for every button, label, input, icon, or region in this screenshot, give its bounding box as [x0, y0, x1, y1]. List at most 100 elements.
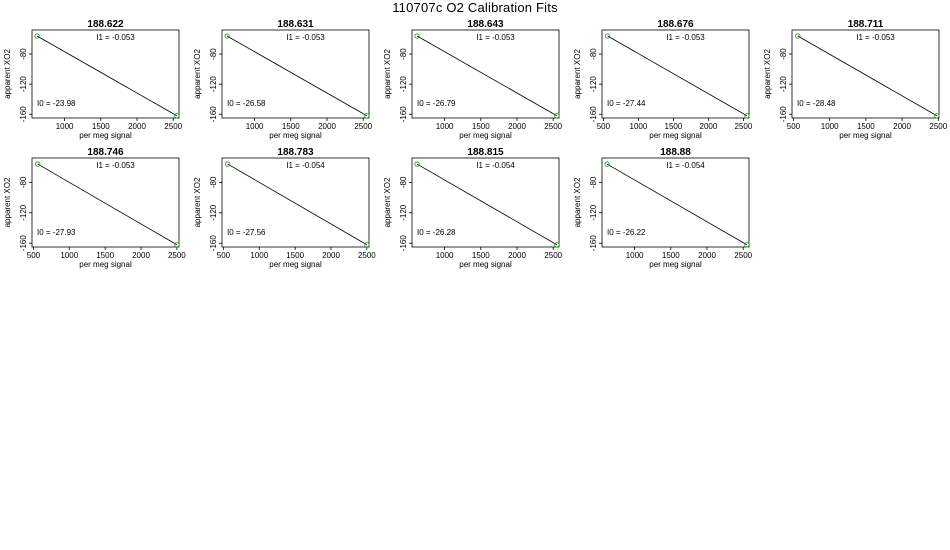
data-point [554, 113, 560, 119]
y-axis-label: apparent XO2 [573, 177, 582, 227]
data-point [604, 33, 611, 39]
fit-line [797, 35, 938, 117]
y-tick-label: -80 [19, 48, 28, 60]
intercept-annotation: I0 = -27.44 [607, 99, 646, 108]
y-tick-label: -120 [209, 204, 218, 221]
x-tick-label: 2500 [358, 251, 376, 260]
plot-panel-3: 188.643 1000 1500 2000 2500 -80 -120 -160 per me… [383, 19, 563, 140]
x-tick-label: 500 [217, 251, 231, 260]
slope-annotation: I1 = -0.053 [96, 33, 135, 42]
plot-panel-7: 188.783 500 1000 1500 2000 2500 -80 -120 -160 per… [193, 147, 376, 269]
x-tick-label: 2000 [318, 122, 336, 131]
x-axis-label: per meg signal [269, 260, 322, 269]
plot-title: 188.631 [277, 19, 314, 30]
data-point [35, 161, 41, 167]
plot-title: 188.676 [657, 19, 694, 30]
data-point [795, 33, 801, 39]
y-tick-label: -80 [399, 48, 408, 60]
y-tick-label: -120 [589, 76, 598, 93]
x-tick-label: 2000 [700, 122, 718, 131]
y-tick-label: -80 [209, 176, 218, 188]
x-axis-label: per meg signal [269, 131, 322, 140]
x-tick-label: 1000 [60, 251, 78, 260]
plot-title: 188.88 [660, 147, 691, 158]
fit-line [226, 35, 368, 117]
x-tick-label: 2500 [735, 122, 753, 131]
x-tick-label: 2000 [128, 122, 146, 131]
y-axis-label: apparent XO2 [763, 49, 772, 99]
slope-annotation: I1 = -0.054 [666, 161, 705, 170]
x-tick-label: 1000 [246, 122, 264, 131]
fit-line [416, 35, 558, 117]
y-axis-label: apparent XO2 [3, 49, 12, 99]
plot-frame [601, 29, 750, 119]
slope-annotation: I1 = -0.053 [856, 33, 895, 42]
plot-panel-9: 188.88 1000 1500 2000 2500 -80 -120 -160 per meg… [573, 147, 753, 269]
y-axis-label: apparent XO2 [193, 49, 202, 99]
x-tick-label: 2000 [508, 251, 526, 260]
y-axis-label: apparent XO2 [383, 49, 392, 99]
x-tick-label: 1000 [436, 122, 454, 131]
y-tick-label: -160 [19, 235, 28, 252]
plot-panel-2: 188.631 1000 1500 2000 2500 -80 -120 -160 per me… [193, 19, 373, 140]
x-axis-label: per meg signal [79, 131, 132, 140]
y-tick-label: -120 [589, 204, 598, 221]
x-tick-label: 2500 [544, 122, 562, 131]
y-tick-label: -80 [209, 48, 218, 60]
intercept-annotation: I0 = -27.56 [227, 228, 266, 237]
plot-panel-1: 188.622 1000 1500 2000 2500 -80 -120 -160 per me… [3, 19, 183, 140]
y-tick-label: -80 [399, 176, 408, 188]
plot-panel-5: 188.711 500 1000 1500 2000 2500 -80 -120 -160 per… [763, 19, 948, 140]
plot-frame [31, 29, 180, 119]
plot-frame [411, 157, 560, 248]
x-tick-label: 2000 [322, 251, 340, 260]
x-tick-label: 2000 [132, 251, 150, 260]
plot-panel-4: 188.676 500 1000 1500 2000 2500 -80 -120 -160 per… [573, 19, 753, 140]
x-tick-label: 500 [787, 122, 801, 131]
plot-title: 188.622 [87, 19, 124, 30]
data-point [174, 113, 180, 119]
y-tick-label: -120 [19, 76, 28, 93]
x-tick-label: 1500 [662, 251, 680, 260]
fit-line [227, 163, 368, 246]
fit-line [37, 163, 178, 246]
slope-annotation: I1 = -0.053 [96, 161, 135, 170]
x-tick-label: 2500 [734, 251, 752, 260]
x-tick-label: 2500 [168, 251, 186, 260]
intercept-annotation: I0 = -26.28 [417, 228, 456, 237]
fit-line [416, 163, 558, 246]
slope-annotation: I1 = -0.054 [476, 161, 515, 170]
data-point [414, 33, 420, 39]
plot-title: 188.711 [848, 19, 884, 30]
y-tick-label: -120 [19, 204, 28, 221]
x-tick-label: 2000 [508, 122, 526, 131]
data-point [364, 242, 370, 248]
x-tick-label: 1000 [436, 251, 454, 260]
x-tick-label: 1500 [472, 122, 490, 131]
fit-line [606, 163, 748, 246]
data-point [744, 242, 750, 248]
x-tick-label: 1000 [56, 122, 74, 131]
x-tick-label: 1500 [286, 251, 304, 260]
x-axis-label: per meg signal [649, 260, 702, 269]
y-tick-label: -80 [589, 176, 598, 188]
x-axis-label: per meg signal [459, 260, 512, 269]
x-tick-label: 2500 [544, 251, 562, 260]
x-axis-label: per meg signal [459, 131, 512, 140]
y-tick-label: -80 [19, 176, 28, 188]
y-tick-label: -120 [399, 204, 408, 221]
y-tick-label: -160 [589, 235, 598, 252]
x-tick-label: 1500 [665, 122, 683, 131]
slope-annotation: I1 = -0.053 [666, 33, 705, 42]
x-axis-label: per meg signal [839, 131, 892, 140]
plot-frame [221, 29, 370, 119]
page-title: 110707c O2 Calibration Fits [392, 0, 558, 15]
intercept-annotation: I0 = -23.98 [37, 99, 76, 108]
x-tick-label: 1500 [282, 122, 300, 131]
x-tick-label: 1500 [472, 251, 490, 260]
plot-title: 188.746 [87, 147, 124, 158]
x-tick-label: 1000 [630, 122, 648, 131]
data-point [934, 113, 940, 119]
y-axis-label: apparent XO2 [573, 49, 582, 99]
y-tick-label: -120 [779, 76, 788, 93]
